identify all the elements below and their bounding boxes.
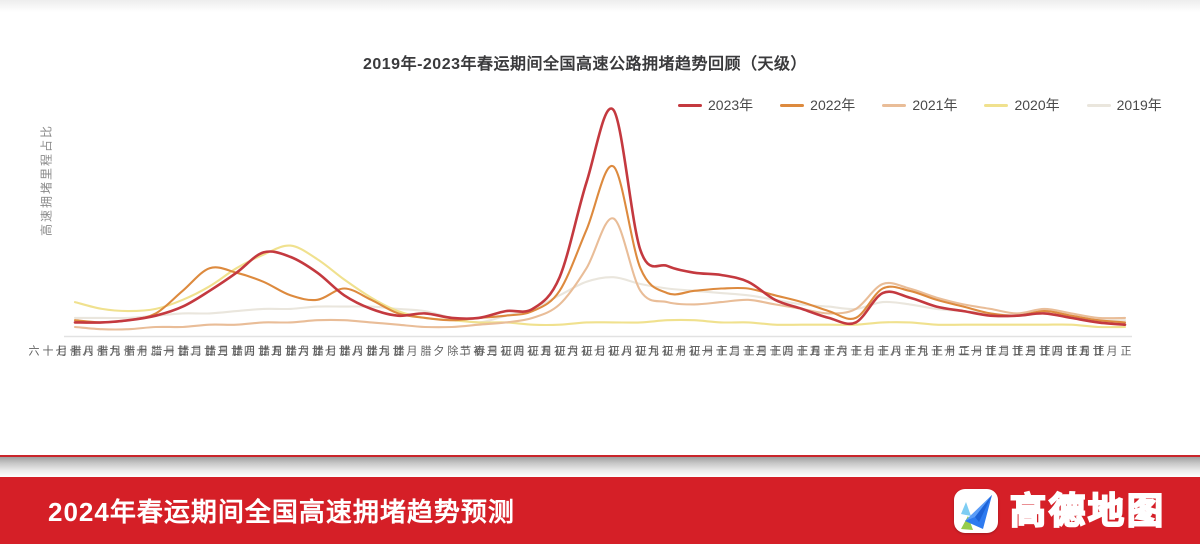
x-axis-label: 正月十三 [753, 345, 808, 358]
x-axis-label: 正月初六 [565, 345, 620, 358]
x-axis-label: 正月初五 [538, 345, 593, 358]
series-line-2023年 [73, 107, 1127, 326]
legend-label: 2020年 [1014, 97, 1060, 113]
x-axis-label: 正月初四 [511, 345, 566, 358]
banner-title: 2024年春运期间全国高速拥堵趋势预测 [48, 497, 515, 527]
x-axis-label: 腊月廿一 [161, 345, 216, 358]
x-axis-label: 腊月廿八 [350, 345, 405, 358]
divider-shadow [0, 457, 1200, 477]
x-axis-label: 正月廿三 [1023, 345, 1078, 358]
x-axis-label: 正月初九 [646, 345, 701, 358]
top-divider [0, 0, 1200, 12]
legend-label: 2023年 [708, 97, 754, 113]
amap-logo-tile [953, 488, 998, 533]
x-axis-label: 腊月二十 [134, 345, 189, 358]
x-axis-label: 正月十七 [861, 345, 916, 358]
x-axis-label: 正月十六 [834, 345, 889, 358]
x-axis-label: 腊月廿九 [377, 345, 431, 358]
amap-logo-text: 高德地图 [1009, 489, 1166, 531]
legend-item-2023年: 2023年 [678, 95, 753, 115]
x-axis-label: 正月初八 [619, 345, 674, 358]
x-axis-label: 腊月廿六 [296, 345, 351, 358]
x-axis-label: 腊月廿七 [323, 345, 378, 358]
legend-item-2021年: 2021年 [882, 95, 957, 115]
x-axis-label: 正月廿四 [1050, 345, 1105, 358]
legend-label: 2022年 [810, 97, 856, 113]
x-axis-label: 正月初三 [484, 345, 539, 358]
x-axis-label: 正月初七 [592, 345, 647, 358]
legend-swatch [678, 103, 702, 107]
legend-swatch [1086, 103, 1111, 107]
legend-swatch [984, 103, 1009, 107]
x-axis-label: 正月廿五 [1077, 345, 1131, 358]
x-axis-label: 腊月十七 [53, 345, 108, 358]
amap-logo: 高德地图 [953, 488, 1166, 533]
x-axis-label: 正月廿一 [969, 345, 1024, 358]
series-line-2019年 [73, 276, 1127, 324]
series-line-2022年 [73, 165, 1127, 324]
x-axis-label: 除夕 [431, 345, 458, 358]
x-axis-label: 正月十八 [888, 345, 943, 358]
y-axis-label: 高速拥堵里程占比 [39, 123, 54, 237]
x-axis-label: 正月十九 [915, 345, 970, 358]
series-line-2021年 [73, 217, 1127, 331]
legend-item-2022年: 2022年 [780, 95, 855, 115]
x-axis-label: 正月初十 [673, 345, 728, 358]
x-axis-label: 正月十一 [700, 345, 755, 358]
legend-label: 2019年 [1116, 97, 1162, 113]
x-axis-label: 腊月廿四 [242, 345, 297, 358]
x-axis-label: 正月二十 [942, 345, 997, 358]
footer-banner: 2024年春运期间全国高速拥堵趋势预测 高德地图 [0, 477, 1200, 544]
x-axis-label: 腊月十八 [80, 345, 135, 358]
chart-title: 2019年-2023年春运期间全国高速公路拥堵趋势回顾（天级） [362, 56, 808, 73]
series-lines [73, 107, 1127, 331]
legend-swatch [882, 103, 907, 107]
x-axis-label: 正月十五 [807, 345, 862, 358]
x-axis-label: 腊月廿二 [188, 345, 243, 358]
x-axis-label: 正月十二 [727, 345, 781, 358]
x-axis-label: 春节 [458, 345, 485, 358]
legend-label: 2021年 [912, 97, 958, 113]
series-line-2020年 [73, 244, 1127, 329]
x-axis-label: 腊月廿五 [269, 345, 324, 358]
x-axis-label: 正月廿二 [996, 345, 1051, 358]
paper-plane-icon [960, 494, 992, 530]
legend-item-2020年: 2020年 [984, 95, 1060, 115]
x-axis-label: 腊月十九 [107, 345, 162, 358]
x-axis-label: 腊月廿三 [215, 345, 270, 358]
x-axis-label: 腊月十六 [27, 345, 81, 358]
chart-legend: 2023年 2022年 2021年 2020年 2019年 [678, 95, 1162, 115]
divider-red-line [0, 455, 1200, 457]
x-axis-label: 正月初二 [457, 345, 512, 358]
x-axis-label: 正月十四 [780, 345, 835, 358]
legend-item-2019年: 2019年 [1086, 95, 1162, 115]
legend-swatch [780, 103, 805, 107]
